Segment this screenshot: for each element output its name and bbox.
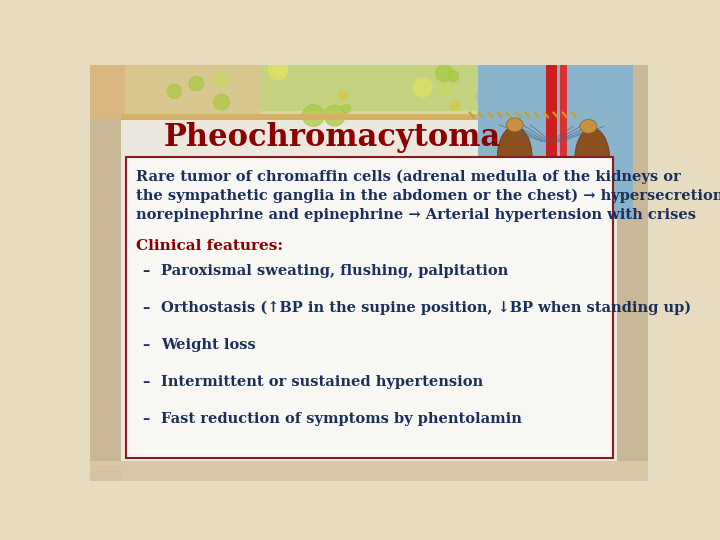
Ellipse shape <box>575 128 610 190</box>
Text: Paroxismal sweating, flushing, palpitation: Paroxismal sweating, flushing, palpitati… <box>161 264 508 278</box>
Bar <box>121 114 477 120</box>
Text: –: – <box>143 264 150 278</box>
Text: Clinical features:: Clinical features: <box>137 239 284 253</box>
Circle shape <box>269 61 287 80</box>
Circle shape <box>476 89 492 105</box>
Bar <box>90 465 121 481</box>
Circle shape <box>438 83 452 96</box>
Text: –: – <box>143 301 150 315</box>
Circle shape <box>541 73 565 98</box>
Bar <box>90 434 121 450</box>
Text: –: – <box>143 412 150 426</box>
Circle shape <box>590 86 601 97</box>
Text: Pheochromacytoma: Pheochromacytoma <box>163 123 501 153</box>
Bar <box>90 311 121 327</box>
Bar <box>90 342 121 357</box>
Circle shape <box>450 101 459 110</box>
Bar <box>127 157 613 457</box>
Circle shape <box>581 70 601 91</box>
Text: –: – <box>143 375 150 389</box>
Ellipse shape <box>506 118 523 132</box>
Bar <box>90 96 121 111</box>
Text: Rare tumor of chromaffin cells (adrenal medulla of the kidneys or: Rare tumor of chromaffin cells (adrenal … <box>137 169 681 184</box>
Circle shape <box>530 87 544 101</box>
Bar <box>90 280 121 296</box>
Bar <box>121 65 261 119</box>
Bar <box>617 65 648 481</box>
Ellipse shape <box>580 119 597 133</box>
Bar <box>121 65 617 461</box>
Circle shape <box>492 71 503 82</box>
Bar <box>90 65 125 119</box>
Bar <box>90 219 121 234</box>
Bar <box>261 65 477 119</box>
Bar <box>90 403 121 419</box>
Bar <box>90 157 121 173</box>
Bar <box>90 373 121 388</box>
Text: –: – <box>143 338 150 352</box>
Bar <box>546 65 557 219</box>
Bar <box>90 249 121 265</box>
Circle shape <box>273 61 287 76</box>
Bar <box>261 65 477 111</box>
Circle shape <box>413 78 432 97</box>
Bar <box>477 65 632 219</box>
Circle shape <box>342 104 351 113</box>
Bar <box>90 188 121 204</box>
Circle shape <box>189 76 204 91</box>
Bar <box>90 65 121 481</box>
Circle shape <box>214 73 228 87</box>
Bar <box>90 65 121 80</box>
Text: Orthostasis (↑BP in the supine position, ↓BP when standing up): Orthostasis (↑BP in the supine position,… <box>161 301 691 315</box>
Circle shape <box>510 87 531 107</box>
Circle shape <box>436 65 453 82</box>
Text: the sympathetic ganglia in the abdomen or the chest) → hypersecretion of: the sympathetic ganglia in the abdomen o… <box>137 188 720 203</box>
Circle shape <box>214 94 230 110</box>
Circle shape <box>448 71 459 82</box>
Bar <box>560 65 567 219</box>
Circle shape <box>167 84 181 98</box>
Bar <box>90 126 121 142</box>
Bar <box>477 65 617 115</box>
Bar <box>90 461 648 481</box>
Circle shape <box>324 105 345 126</box>
Text: Weight loss: Weight loss <box>161 338 256 352</box>
Text: Intermittent or sustained hypertension: Intermittent or sustained hypertension <box>161 375 483 389</box>
Text: norepinephrine and epinephrine → Arterial hypertension with crises: norepinephrine and epinephrine → Arteria… <box>137 208 696 222</box>
Ellipse shape <box>498 126 532 188</box>
Text: Fast reduction of symptoms by phentolamin: Fast reduction of symptoms by phentolami… <box>161 412 522 426</box>
Circle shape <box>552 62 572 80</box>
Circle shape <box>302 105 324 126</box>
Circle shape <box>338 91 348 100</box>
